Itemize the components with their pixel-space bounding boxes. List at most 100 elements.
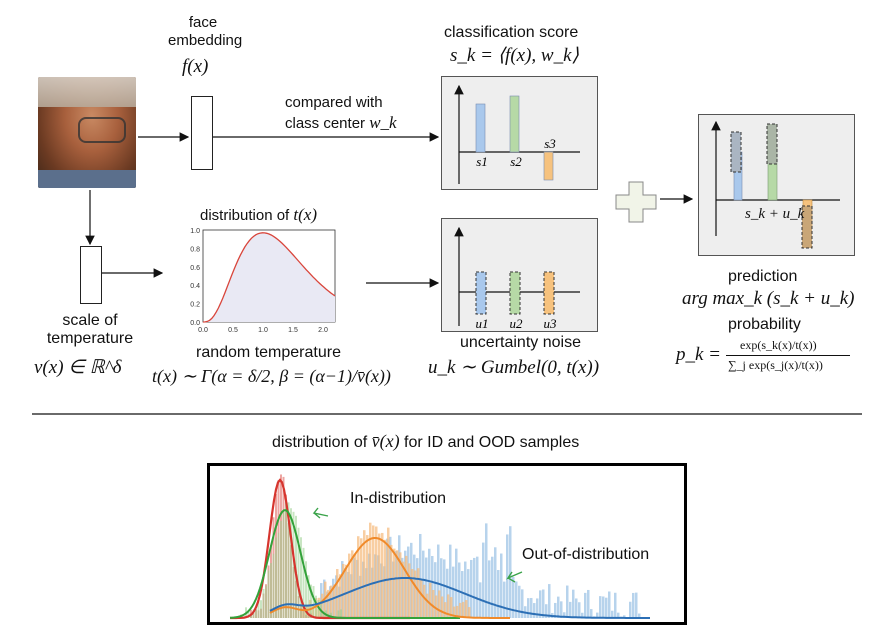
green-hist-bar xyxy=(330,612,332,618)
scale-math: v(x) ∈ ℝ^δ xyxy=(34,357,122,378)
compared-with-label: compared with xyxy=(285,94,383,111)
ood-hist-bar xyxy=(605,597,608,618)
bottom-title-suffix: for ID and OOD samples xyxy=(404,434,580,451)
pred-noise-bar xyxy=(730,131,742,173)
orange-hist-bar xyxy=(438,590,441,618)
ood-hist-bar xyxy=(476,556,479,618)
orange-hist-bar xyxy=(423,584,426,618)
green-hist-bar xyxy=(290,508,292,618)
ood-label: Out-of-distribution xyxy=(522,546,650,563)
ood-hist-bar xyxy=(500,553,503,618)
gamma-ytick: 0.4 xyxy=(190,283,200,290)
ood-hist-bar xyxy=(536,598,539,618)
probability-label: probability xyxy=(728,316,801,333)
orange-hist-bar xyxy=(408,563,411,618)
ood-hist-bar xyxy=(581,612,584,618)
green-hist-bar xyxy=(272,553,275,618)
gamma-xtick: 2.0 xyxy=(318,327,328,334)
ood-hist-bar xyxy=(623,615,626,618)
orange-hist-bar xyxy=(381,532,384,618)
green-hist-bar xyxy=(305,561,307,618)
orange-hist-bar xyxy=(411,569,414,618)
ood-hist-bar xyxy=(482,542,485,618)
ood-hist-bar xyxy=(617,612,620,618)
face-embedding-label: face embedding xyxy=(168,14,243,49)
gamma-fill xyxy=(203,232,335,322)
gamma-ytick: 0.0 xyxy=(190,320,200,327)
ood-hist-bar xyxy=(590,609,593,618)
noise-bar-label: u1 xyxy=(476,316,489,331)
orange-hist-bar xyxy=(372,525,375,618)
ood-hist-bar xyxy=(512,576,515,618)
ood-hist-bar xyxy=(509,526,512,618)
green-hist-bar xyxy=(287,502,290,618)
green-hist-bar xyxy=(270,563,272,618)
green-hist-bar xyxy=(282,511,285,618)
ood-hist-bar xyxy=(461,571,464,618)
probability-denominator: ∑_j exp(s_j(x)/t(x)) xyxy=(728,358,823,372)
ood-hist-bar xyxy=(494,547,497,618)
orange-hist-bar xyxy=(321,593,324,618)
green-hist-bar xyxy=(300,537,302,618)
prediction-label: prediction xyxy=(728,268,798,285)
green-hist-bar xyxy=(265,585,267,618)
orange-hist-bar xyxy=(354,553,357,618)
green-hist-bar xyxy=(247,611,250,618)
ood-hist-bar xyxy=(575,598,578,618)
ood-hist-bar xyxy=(614,592,617,618)
ood-hist-bar xyxy=(434,562,437,618)
embedding-box xyxy=(191,96,213,170)
orange-hist-bar xyxy=(363,530,366,618)
orange-hist-bar xyxy=(393,548,396,618)
orange-hist-bar xyxy=(384,539,387,618)
ood-hist-bar xyxy=(602,596,605,618)
in-distribution-label: In-distribution xyxy=(350,490,447,507)
ood-hist-bar xyxy=(446,568,449,618)
gamma-xtick: 1.0 xyxy=(258,327,268,334)
orange-hist-bar xyxy=(417,568,420,618)
ood-hist-bar xyxy=(431,556,434,618)
ood-hist-bar xyxy=(470,559,473,618)
green-hist-bar xyxy=(337,610,340,618)
pred-noise-bar xyxy=(766,123,778,165)
ood-hist-bar xyxy=(518,585,521,618)
ood-hist-bar xyxy=(599,596,602,618)
orange-hist-bar xyxy=(468,607,471,618)
noise-bar xyxy=(475,271,487,315)
orange-hist-bar xyxy=(450,597,453,618)
orange-hist-bar xyxy=(444,602,447,618)
ood-hist-bar xyxy=(458,562,461,618)
probability-lhs: p_k = xyxy=(676,344,722,365)
orange-hist-bar xyxy=(390,544,393,618)
scale-of-temperature-label: scale of temperature xyxy=(46,312,134,347)
ood-hist-bar xyxy=(545,604,548,618)
green-hist-bar xyxy=(312,586,315,618)
fraction-bar xyxy=(726,355,850,356)
orange-hist-bar xyxy=(447,594,450,618)
orange-hist-bar xyxy=(399,552,402,618)
classification-score-math: s_k = ⟨f(x), w_k⟩ xyxy=(450,45,579,66)
ood-hist-bar xyxy=(560,601,563,618)
ood-hist-bar xyxy=(569,601,572,618)
orange-hist-bar xyxy=(462,601,465,618)
score-bar-label: s1 xyxy=(476,154,488,169)
ood-hist-bar xyxy=(455,548,458,618)
class-center-label: class center w_k xyxy=(285,114,397,133)
ood-hist-bar xyxy=(497,570,500,618)
ood-hist-bar xyxy=(443,559,446,618)
random-temperature-math: t(x) ∼ Γ(α = δ/2, β = (α−1)/v̄(x)) xyxy=(152,366,391,386)
bottom-title: distribution of v̄(x) for ID and OOD sam… xyxy=(272,432,579,452)
green-hist-bar xyxy=(260,600,262,618)
classification-panel xyxy=(441,76,598,190)
noise-bar-label: u3 xyxy=(544,316,558,331)
orange-hist-bar xyxy=(387,527,390,618)
green-hist-bar xyxy=(285,501,287,618)
face-embedding-math: f(x) xyxy=(182,56,209,77)
distribution-of-t-label: distribution of t(x) xyxy=(200,206,317,225)
ood-hist-bar xyxy=(635,592,638,618)
in-dist-pointer-icon xyxy=(312,507,329,519)
prediction-math: arg max_k (s_k + u_k) xyxy=(682,288,855,309)
gamma-ytick: 1.0 xyxy=(190,228,200,235)
